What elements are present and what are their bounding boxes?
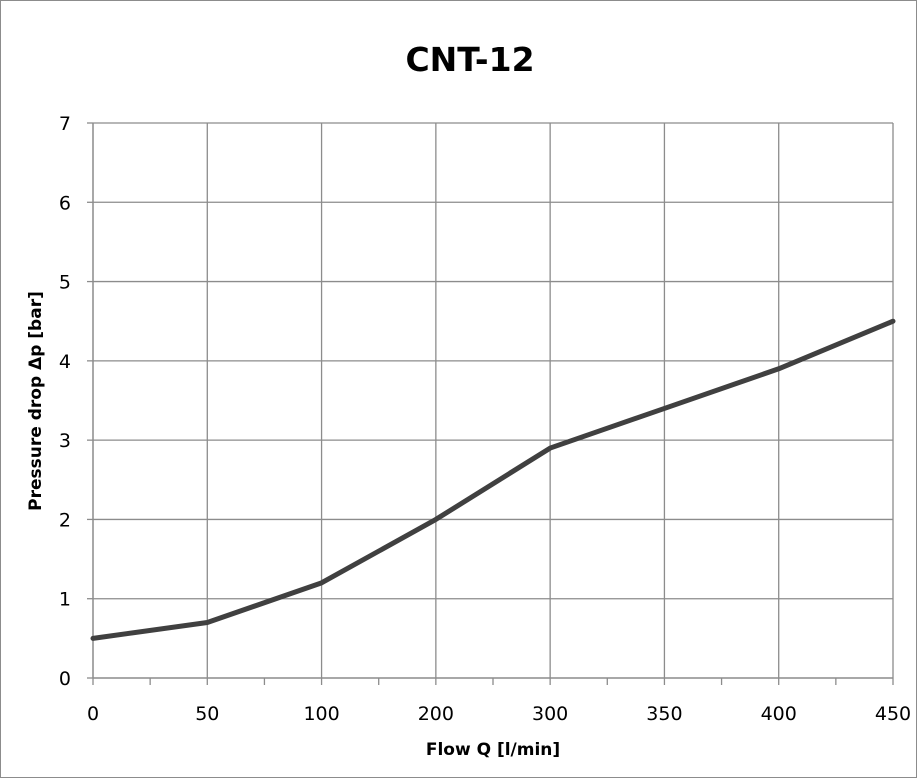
x-tick-label: 0 bbox=[87, 703, 99, 725]
chart-title: CNT-12 bbox=[405, 40, 534, 79]
x-tick-label: 50 bbox=[195, 703, 219, 725]
y-tick-label: 2 bbox=[59, 509, 71, 531]
y-tick-label: 1 bbox=[59, 589, 71, 611]
y-tick-label: 7 bbox=[59, 113, 71, 135]
series-line bbox=[93, 321, 893, 638]
series-layer bbox=[93, 321, 893, 638]
y-tick-labels: 0 1 2 3 4 5 6 7 bbox=[59, 113, 71, 690]
y-tick-label: 3 bbox=[59, 430, 71, 452]
x-tick-label: 400 bbox=[761, 703, 797, 725]
grid-lines bbox=[93, 123, 893, 678]
x-tick-label: 200 bbox=[418, 703, 454, 725]
x-axis-label: Flow Q [l/min] bbox=[426, 740, 560, 760]
y-tick-label: 0 bbox=[59, 668, 71, 690]
x-tick-label: 300 bbox=[532, 703, 568, 725]
y-axis-label: Pressure drop Δp [bar] bbox=[26, 291, 46, 511]
x-tick-label: 100 bbox=[303, 703, 339, 725]
x-tick-label: 350 bbox=[646, 703, 682, 725]
x-tick-label: 450 bbox=[875, 703, 911, 725]
x-tick-labels: 0 50 100 200 300 350 400 450 bbox=[87, 703, 911, 725]
y-tick-label: 5 bbox=[59, 272, 71, 294]
y-tick-label: 4 bbox=[59, 351, 71, 373]
y-tick-label: 6 bbox=[59, 192, 71, 214]
